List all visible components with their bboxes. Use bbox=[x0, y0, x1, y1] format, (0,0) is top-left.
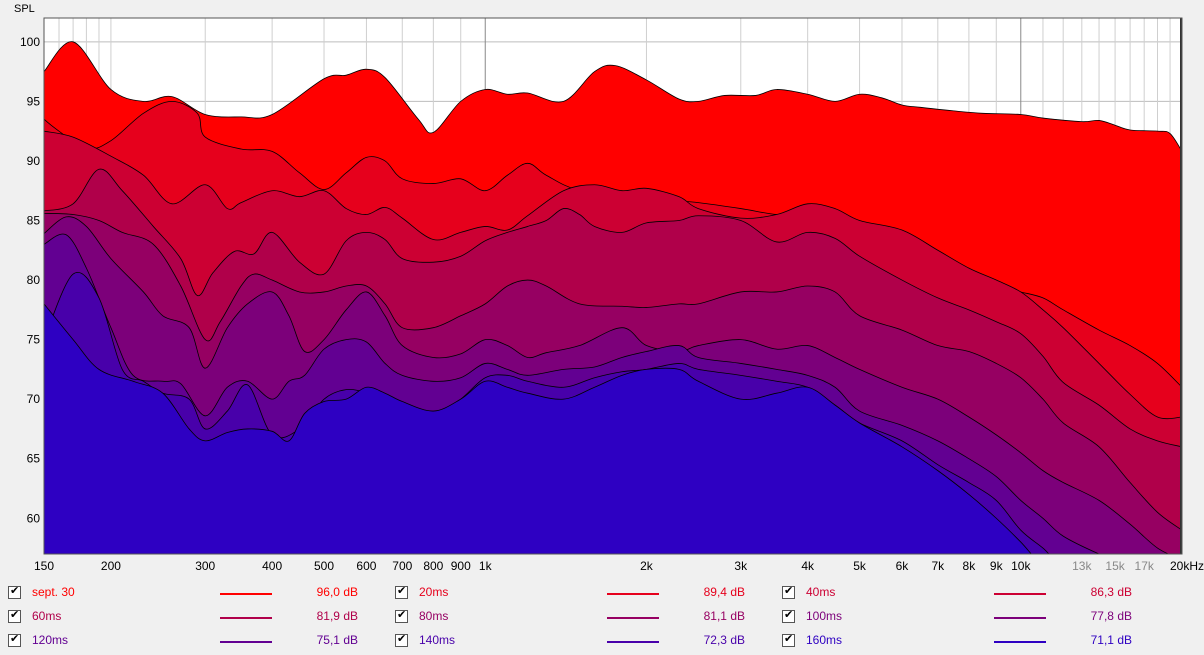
x-tick: 15k bbox=[1105, 559, 1125, 573]
x-tick: 13k bbox=[1072, 559, 1092, 573]
legend-value: 72,3 dB bbox=[703, 633, 745, 647]
legend-checkbox[interactable] bbox=[8, 632, 21, 647]
series-areas bbox=[44, 18, 1182, 554]
legend-item: 80ms 81,1 dB bbox=[395, 606, 775, 626]
x-tick: 300 bbox=[195, 559, 215, 573]
legend-swatch bbox=[220, 617, 272, 619]
y-tick: 100 bbox=[20, 35, 40, 49]
areas-clipped bbox=[44, 41, 1182, 554]
series-line-6 bbox=[44, 233, 1101, 554]
series-line-8 bbox=[44, 303, 1032, 554]
y-tick: 85 bbox=[27, 213, 41, 227]
y-tick: 90 bbox=[27, 154, 41, 168]
legend-swatch bbox=[994, 617, 1046, 619]
y-tick: 95 bbox=[27, 94, 41, 108]
legend-name: 160ms bbox=[806, 633, 843, 647]
series-line-3 bbox=[44, 168, 1182, 448]
legend-value: 81,1 dB bbox=[703, 609, 745, 623]
legend-value: 77,8 dB bbox=[1090, 609, 1132, 623]
legend-checkbox[interactable] bbox=[395, 632, 408, 647]
legend: sept. 30 96,0 dB 20ms 89,4 dB 40ms 86,3 dB 60m… bbox=[0, 580, 1204, 655]
x-tick: 6k bbox=[896, 559, 910, 573]
x-tick: 700 bbox=[392, 559, 412, 573]
x-tick: 5k bbox=[853, 559, 867, 573]
y-tick: 60 bbox=[27, 511, 41, 525]
legend-checkbox[interactable] bbox=[782, 608, 795, 623]
x-tick: 600 bbox=[356, 559, 376, 573]
legend-value: 75,1 dB bbox=[316, 633, 358, 647]
legend-item: 100ms 77,8 dB bbox=[782, 606, 1162, 626]
legend-swatch bbox=[994, 641, 1046, 643]
legend-item: 60ms 81,9 dB bbox=[8, 606, 388, 626]
x-tick: 8k bbox=[963, 559, 977, 573]
series-line-0 bbox=[44, 41, 1182, 152]
x-tick: 150 bbox=[34, 559, 54, 573]
legend-checkbox[interactable] bbox=[782, 632, 795, 647]
y-tick: 75 bbox=[27, 333, 41, 347]
legend-name: sept. 30 bbox=[32, 585, 75, 599]
y-tick: 65 bbox=[27, 452, 41, 466]
y-tick: 70 bbox=[27, 392, 41, 406]
legend-checkbox[interactable] bbox=[8, 584, 21, 599]
legend-item: 120ms 75,1 dB bbox=[8, 630, 388, 650]
y-tick: 80 bbox=[27, 273, 41, 287]
x-tick: 500 bbox=[314, 559, 334, 573]
legend-item: 40ms 86,3 dB bbox=[782, 582, 1162, 602]
y-tick-labels: 100 95 90 85 80 75 70 65 60 bbox=[20, 35, 40, 525]
legend-checkbox[interactable] bbox=[395, 584, 408, 599]
series-line-5 bbox=[44, 216, 1170, 554]
x-tick: 400 bbox=[262, 559, 282, 573]
y-axis-label: SPL bbox=[14, 3, 35, 15]
legend-swatch bbox=[220, 641, 272, 643]
legend-swatch bbox=[607, 593, 659, 595]
legend-swatch bbox=[220, 593, 272, 595]
legend-checkbox[interactable] bbox=[395, 608, 408, 623]
legend-value: 86,3 dB bbox=[1090, 585, 1132, 599]
plot-border bbox=[43, 17, 1183, 555]
x-tick: 4k bbox=[801, 559, 815, 573]
x-tick-labels: 150 200 300 400 500 600 700 800 900 1k 2k 3k 4k 5k 6k 7… bbox=[34, 559, 1204, 573]
legend-item: 160ms 71,1 dB bbox=[782, 630, 1162, 650]
x-tick: 10k bbox=[1011, 559, 1031, 573]
spl-chart: 100 95 90 85 80 75 70 65 60 150 200 300 400 500 600 70… bbox=[14, 3, 1204, 573]
legend-item: sept. 30 96,0 dB bbox=[8, 582, 388, 602]
legend-name: 140ms bbox=[419, 633, 456, 647]
x-tick: 17k bbox=[1135, 559, 1155, 573]
x-tick: 7k bbox=[931, 559, 945, 573]
legend-item: 20ms 89,4 dB bbox=[395, 582, 775, 602]
legend-checkbox[interactable] bbox=[8, 608, 21, 623]
legend-name: 120ms bbox=[32, 633, 69, 647]
legend-swatch bbox=[607, 641, 659, 643]
legend-name: 40ms bbox=[806, 585, 836, 599]
legend-value: 96,0 dB bbox=[316, 585, 358, 599]
series-line-2 bbox=[44, 130, 1182, 420]
x-tick: 9k bbox=[990, 559, 1004, 573]
series-area-8 bbox=[44, 303, 1032, 554]
legend-checkbox[interactable] bbox=[782, 584, 795, 599]
legend-swatch bbox=[607, 617, 659, 619]
x-tick: 800 bbox=[423, 559, 443, 573]
x-tick: 3k bbox=[734, 559, 748, 573]
series-line-4 bbox=[44, 212, 1182, 531]
x-tick: 1k bbox=[479, 559, 493, 573]
legend-name: 60ms bbox=[32, 609, 62, 623]
series-line-7 bbox=[44, 272, 1050, 554]
legend-name: 100ms bbox=[806, 609, 843, 623]
legend-swatch bbox=[994, 593, 1046, 595]
x-tick: 900 bbox=[451, 559, 471, 573]
legend-value: 89,4 dB bbox=[703, 585, 745, 599]
x-tick: 20kHz bbox=[1170, 559, 1204, 573]
legend-item: 140ms 72,3 dB bbox=[395, 630, 775, 650]
x-tick: 2k bbox=[640, 559, 654, 573]
legend-value: 71,1 dB bbox=[1090, 633, 1132, 647]
legend-name: 80ms bbox=[419, 609, 449, 623]
legend-name: 20ms bbox=[419, 585, 449, 599]
x-tick: 200 bbox=[101, 559, 121, 573]
legend-value: 81,9 dB bbox=[316, 609, 358, 623]
